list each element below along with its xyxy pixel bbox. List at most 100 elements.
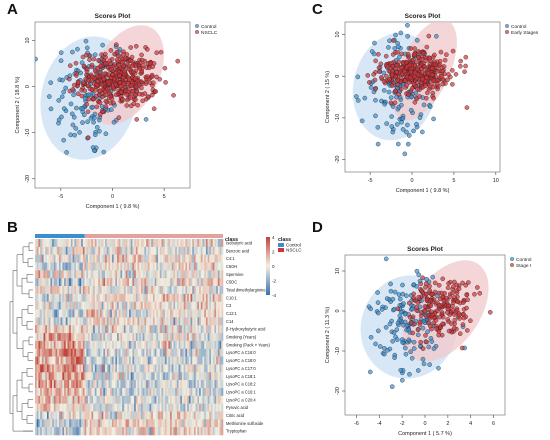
heatmap-cell [48, 356, 51, 365]
heatmap-cell [209, 278, 212, 287]
heatmap-cell [77, 270, 80, 279]
heatmap-cell [152, 246, 155, 255]
heatmap-cell [129, 317, 132, 326]
heatmap-cell [74, 348, 77, 357]
heatmap-cell [197, 286, 200, 295]
heatmap-cell [205, 325, 208, 334]
heatmap-cell [173, 278, 176, 287]
heatmap-cell [205, 239, 208, 248]
heatmap-cell [135, 317, 138, 326]
heatmap-cell [64, 262, 67, 271]
heatmap-cell [81, 380, 84, 389]
heatmap-cell [137, 293, 140, 303]
heatmap-cell [175, 333, 178, 342]
heatmap-cell [134, 270, 137, 279]
heatmap-cell [168, 325, 171, 334]
heatmap-row-label: LysoPC a C20:4 [226, 397, 256, 402]
heatmap-cell [139, 246, 142, 255]
heatmap-cell [111, 340, 114, 350]
heatmap-cell [188, 403, 191, 412]
dendrogram-link [28, 242, 33, 252]
data-point-control [397, 54, 402, 60]
data-point-case [89, 62, 95, 68]
heatmap-cell [168, 364, 171, 373]
heatmap-cell [48, 364, 51, 373]
heatmap-cell [209, 262, 212, 271]
heatmap-cell [93, 301, 96, 310]
heatmap-cell [129, 286, 132, 295]
heatmap-cell [193, 262, 196, 271]
heatmap-cell [132, 348, 135, 357]
heatmap-cell [171, 262, 174, 271]
heatmap-cell [86, 254, 89, 263]
heatmap-cell [211, 356, 214, 365]
heatmap-cell [94, 356, 97, 365]
data-point-case [452, 317, 458, 323]
heatmap-cell [205, 364, 208, 373]
heatmap-cell [176, 380, 179, 389]
heatmap-cell [149, 286, 152, 295]
heatmap-cell [106, 317, 109, 326]
heatmap-cell [67, 427, 70, 436]
heatmap-cell [171, 427, 174, 436]
heatmap-cell [192, 301, 195, 310]
dendrogram-link [26, 368, 33, 377]
heatmap-cell [221, 325, 224, 334]
heatmap-cell [86, 403, 89, 412]
heatmap-cell [188, 333, 191, 342]
heatmap-cell [38, 262, 41, 271]
data-point-case [398, 86, 404, 92]
data-point-case [429, 309, 434, 315]
heatmap-cell [187, 270, 190, 279]
heatmap-cell [168, 380, 171, 389]
heatmap-cell [108, 262, 111, 271]
data-point-control [79, 60, 85, 65]
heatmap-cell [149, 270, 152, 279]
heatmap-cell [62, 333, 65, 342]
heatmap-cell [81, 427, 84, 436]
data-point-control [60, 77, 65, 83]
data-point-case [395, 82, 400, 88]
heatmap-cell [64, 286, 67, 295]
data-point-control [92, 148, 97, 153]
heatmap-cell [151, 286, 154, 295]
heatmap-cell [129, 356, 132, 365]
data-point-control [408, 107, 414, 113]
heatmap-cell [202, 246, 205, 255]
heatmap-cell [129, 293, 132, 303]
heatmap-cell [125, 262, 128, 271]
heatmap-cell [87, 254, 90, 263]
data-point-case [130, 63, 135, 69]
heatmap-cell [36, 419, 39, 428]
heatmap-cell [168, 309, 171, 318]
heatmap-cell [221, 270, 224, 279]
heatmap-cell [60, 340, 63, 350]
heatmap-cell [48, 317, 51, 326]
heatmap-cell [171, 419, 174, 428]
heatmap-cell [181, 317, 184, 326]
heatmap-cell [216, 380, 219, 389]
heatmap-cell [96, 333, 99, 342]
heatmap-cell [197, 325, 200, 334]
heatmap-cell [96, 317, 99, 326]
data-point-control [383, 325, 389, 330]
heatmap-cell [70, 348, 73, 357]
heatmap-cell [192, 239, 195, 248]
heatmap-cell [43, 333, 46, 342]
heatmap-cell [197, 293, 200, 303]
data-point-case [407, 62, 413, 68]
heatmap-cell [132, 364, 135, 373]
heatmap-cell [74, 286, 77, 295]
heatmap-cell [111, 356, 114, 365]
heatmap-cell [105, 286, 108, 295]
heatmap-cell [171, 301, 174, 310]
heatmap-cell [181, 246, 184, 255]
heatmap-cell [135, 286, 138, 295]
heatmap-cell [45, 293, 48, 303]
heatmap-cell [82, 254, 85, 263]
heatmap-cell [158, 333, 161, 342]
heatmap-cell [53, 348, 56, 357]
heatmap-cell [152, 309, 155, 318]
heatmap-cell [158, 427, 161, 436]
